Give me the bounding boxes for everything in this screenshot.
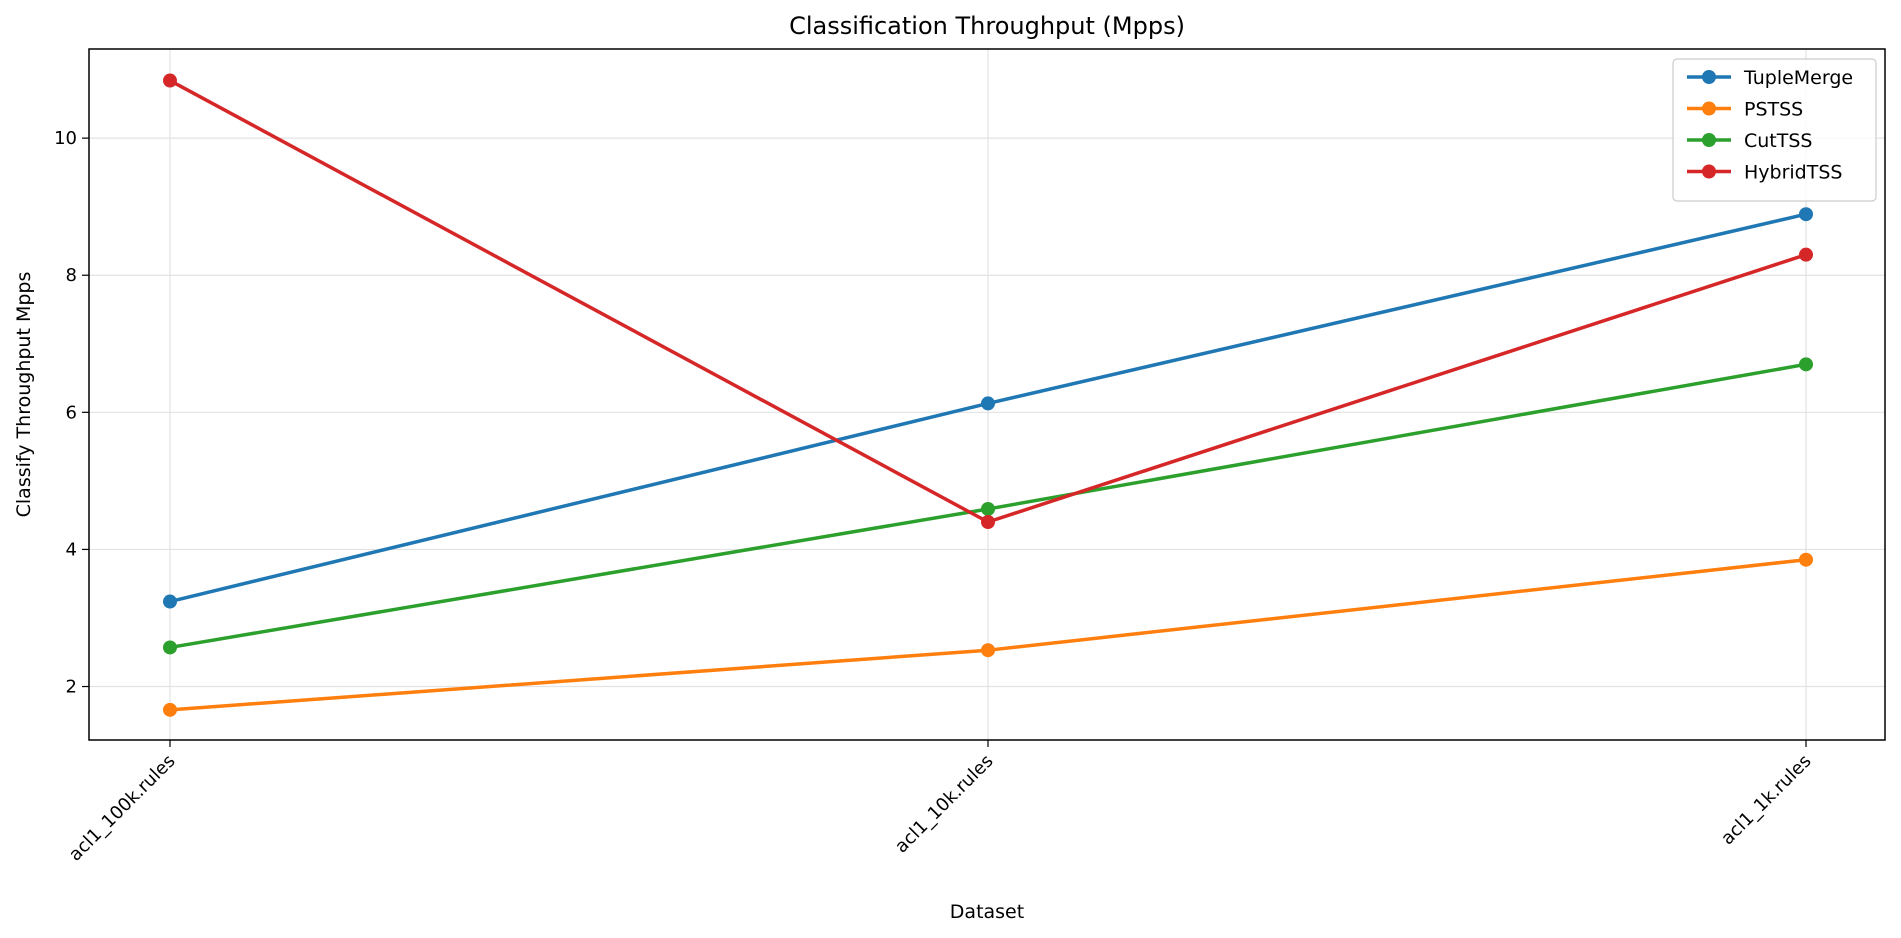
- legend-item-cuttss: CutTSS: [1687, 130, 1813, 152]
- data-point: [1799, 207, 1813, 222]
- y-tick-label: 2: [66, 677, 77, 698]
- plot-frame: [88, 48, 1886, 741]
- legend-label: HybridTSS: [1744, 162, 1842, 184]
- series-cuttss: [163, 357, 1813, 655]
- series-tuplemerge: [163, 207, 1813, 609]
- legend-label: TupleMerge: [1743, 67, 1853, 89]
- data-point: [981, 501, 995, 516]
- y-tick-label: 4: [66, 539, 77, 560]
- legend-label: PSTSS: [1744, 99, 1803, 121]
- y-axis-label: Classify Throughput Mpps: [13, 272, 35, 518]
- legend-swatch-marker: [1702, 133, 1716, 147]
- legend-swatch-marker: [1702, 164, 1716, 179]
- data-point: [1799, 247, 1813, 262]
- y-tick-label: 8: [66, 265, 77, 286]
- data-point: [163, 640, 177, 655]
- legend-swatch-marker: [1702, 101, 1716, 116]
- series-pstss: [163, 552, 1813, 717]
- y-tick-label: 10: [54, 128, 77, 149]
- data-point: [981, 396, 995, 411]
- series-hybridtss: [163, 73, 1813, 530]
- data-point: [1799, 357, 1813, 372]
- data-point: [163, 594, 177, 609]
- data-point: [981, 515, 995, 530]
- legend-swatch-marker: [1702, 70, 1716, 84]
- data-point: [163, 73, 177, 88]
- data-point: [981, 643, 995, 658]
- legend: TupleMerge PSTSS CutTSS HybridTSS: [1672, 58, 1877, 202]
- legend-box: [1672, 58, 1877, 202]
- legend-label: CutTSS: [1744, 130, 1813, 152]
- series: [163, 73, 1813, 717]
- legend-item-tuplemerge: TupleMerge: [1687, 67, 1853, 89]
- legend-item-pstss: PSTSS: [1687, 99, 1803, 121]
- y-tick-label: 6: [66, 402, 77, 423]
- chart-title: Classification Throughput (Mpps): [789, 12, 1185, 40]
- x-axis-label: Dataset: [950, 901, 1024, 923]
- legend-item-hybridtss: HybridTSS: [1687, 162, 1842, 184]
- data-point: [1799, 552, 1813, 567]
- data-point: [163, 702, 177, 717]
